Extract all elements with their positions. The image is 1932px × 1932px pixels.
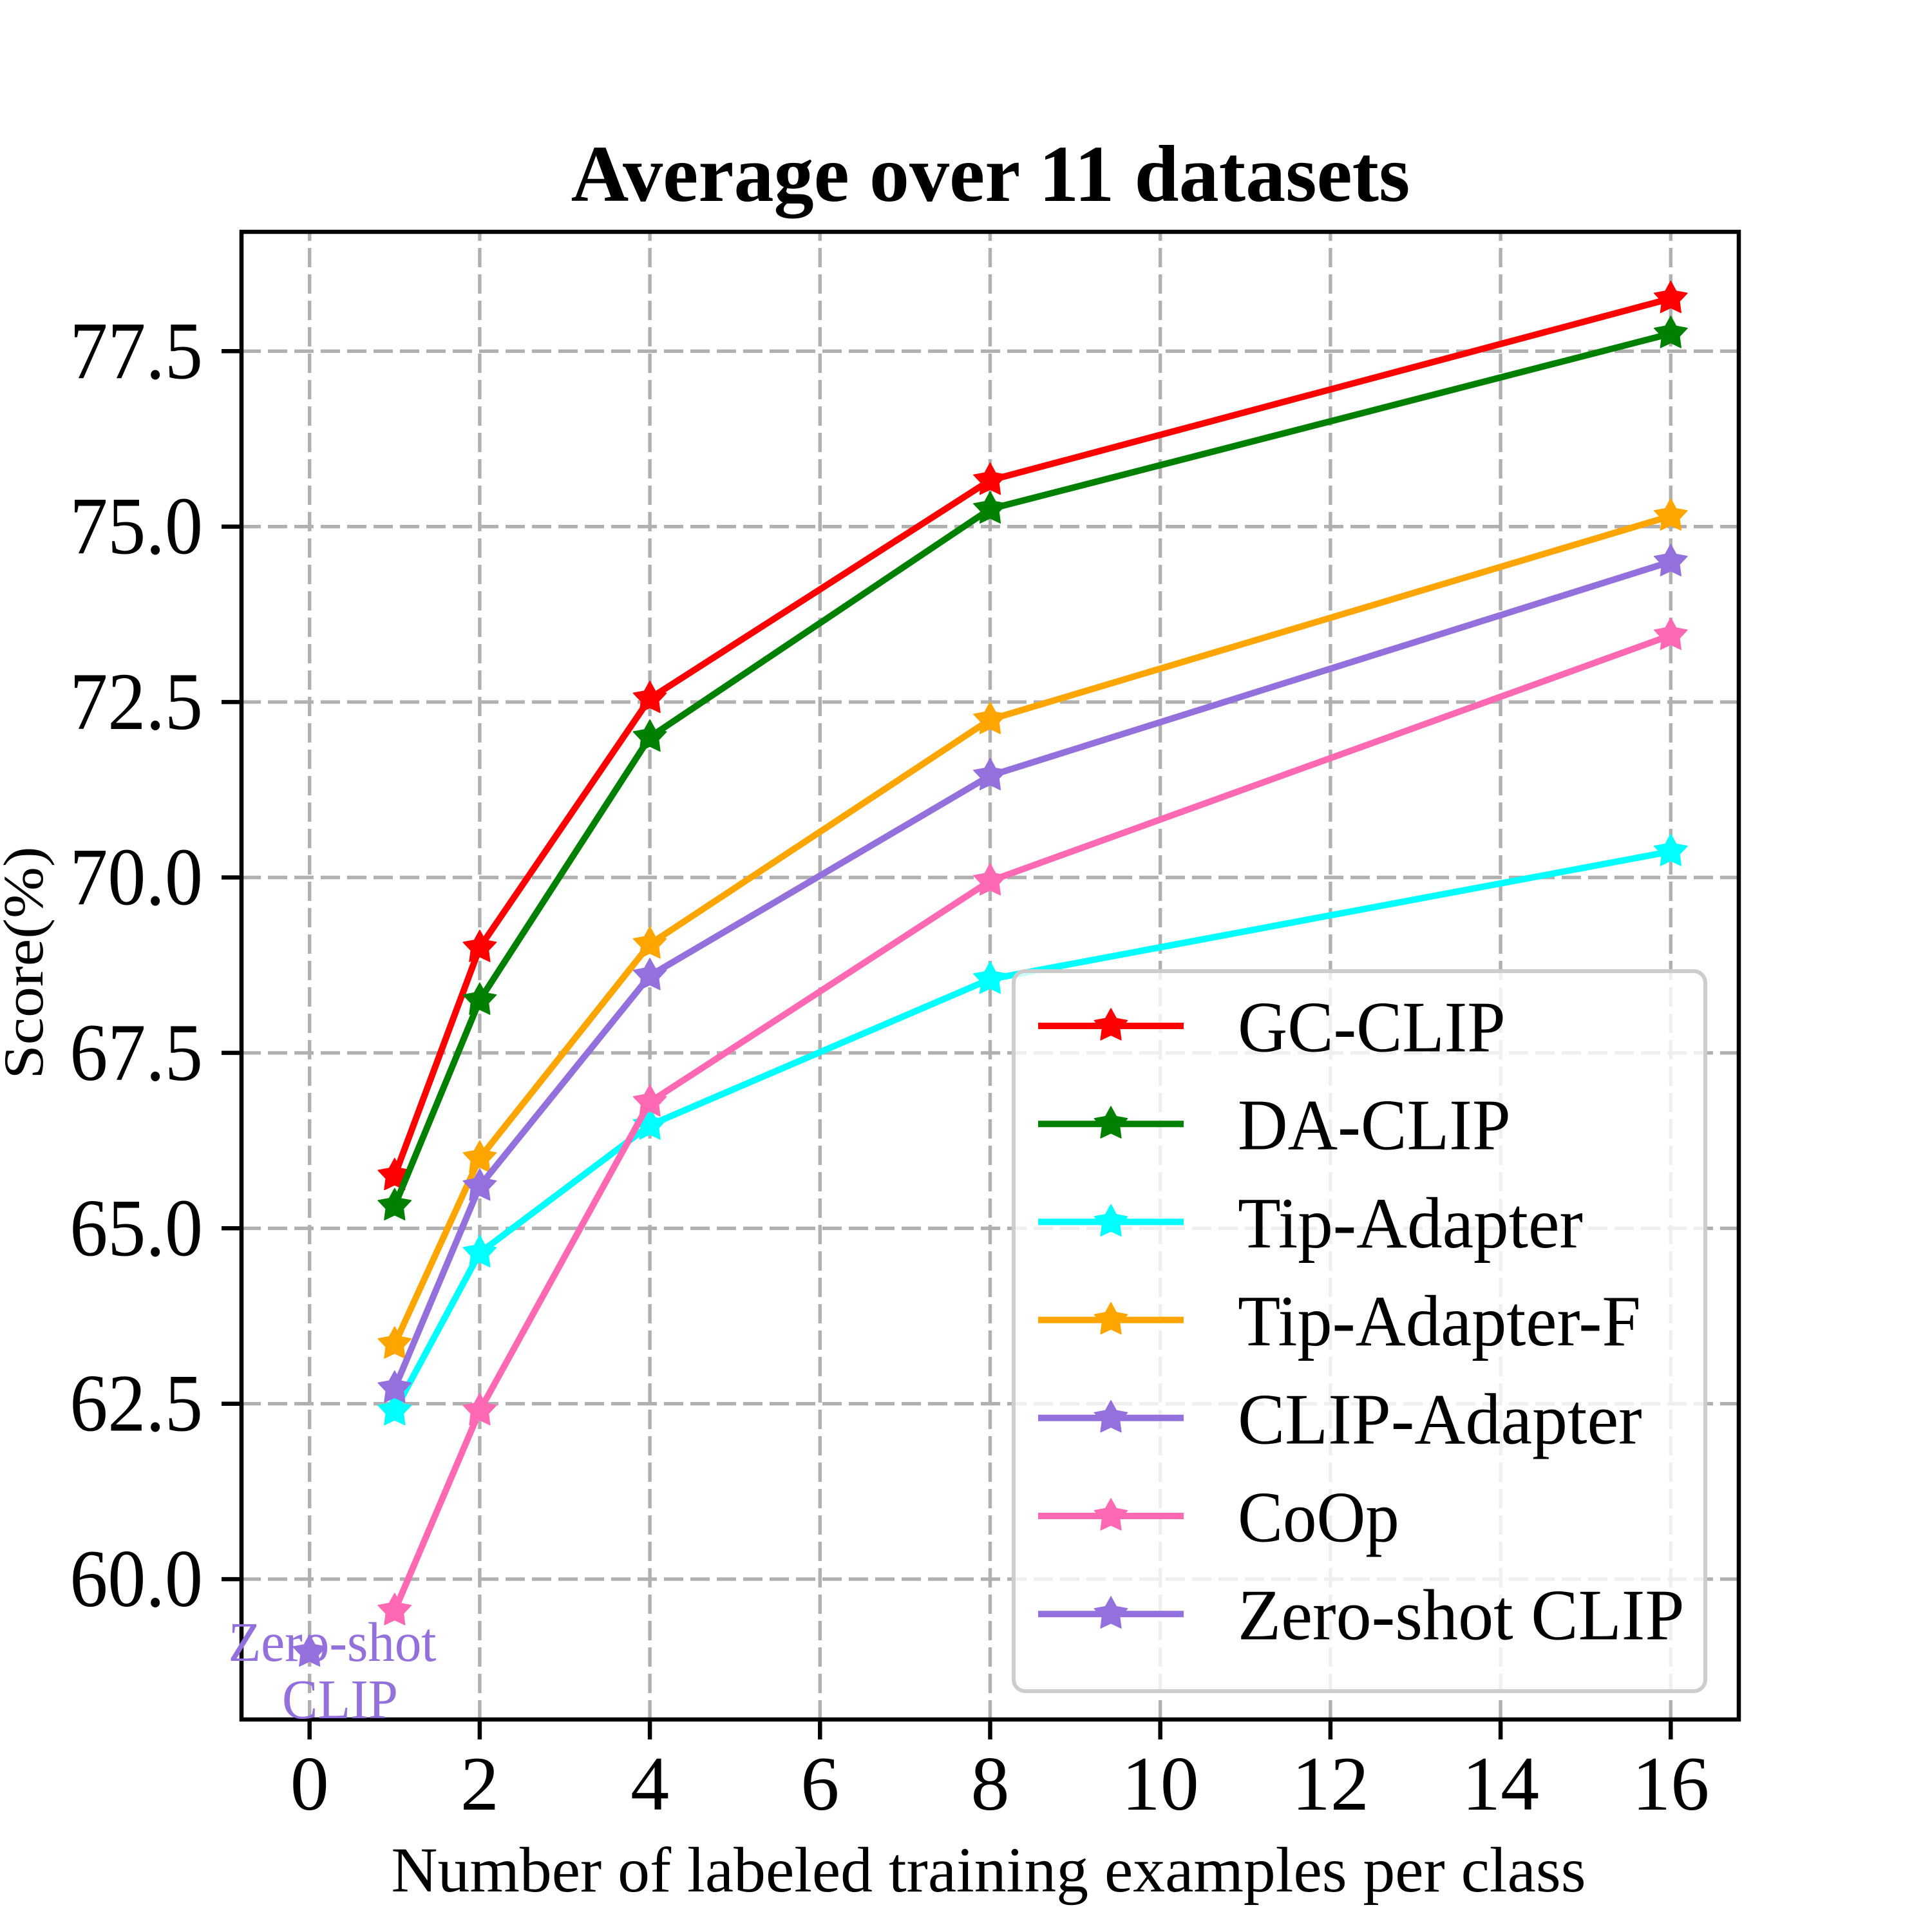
svg-text:Average over 11 datasets: Average over 11 datasets <box>571 130 1410 219</box>
svg-text:75.0: 75.0 <box>70 482 203 572</box>
svg-text:4: 4 <box>630 1741 669 1826</box>
svg-text:DA-CLIP: DA-CLIP <box>1238 1086 1511 1166</box>
svg-text:CoOp: CoOp <box>1238 1478 1399 1558</box>
svg-text:6: 6 <box>800 1741 839 1826</box>
svg-text:77.5: 77.5 <box>70 306 203 396</box>
svg-text:65.0: 65.0 <box>70 1183 203 1273</box>
svg-text:16: 16 <box>1632 1741 1709 1826</box>
svg-text:60.0: 60.0 <box>70 1534 203 1624</box>
svg-text:Tip-Adapter-F: Tip-Adapter-F <box>1238 1282 1641 1361</box>
svg-text:CLIP-Adapter: CLIP-Adapter <box>1238 1379 1642 1459</box>
svg-text:67.5: 67.5 <box>70 1008 203 1098</box>
svg-text:70.0: 70.0 <box>70 833 203 923</box>
svg-text:12: 12 <box>1292 1741 1369 1826</box>
svg-text:Score(%): Score(%) <box>0 846 55 1079</box>
svg-text:Tip-Adapter: Tip-Adapter <box>1238 1184 1583 1264</box>
svg-text:Zero-shot: Zero-shot <box>229 1611 437 1673</box>
svg-text:62.5: 62.5 <box>70 1359 203 1449</box>
svg-text:10: 10 <box>1122 1741 1199 1826</box>
svg-text:2: 2 <box>460 1741 499 1826</box>
svg-text:Number of labeled training exa: Number of labeled training examples per … <box>392 1834 1586 1906</box>
svg-text:14: 14 <box>1462 1741 1539 1826</box>
svg-text:CLIP: CLIP <box>282 1668 398 1730</box>
svg-text:GC-CLIP: GC-CLIP <box>1238 988 1506 1068</box>
svg-text:Zero-shot CLIP: Zero-shot CLIP <box>1238 1576 1685 1656</box>
svg-text:8: 8 <box>971 1741 1010 1826</box>
svg-text:72.5: 72.5 <box>70 657 203 747</box>
svg-text:0: 0 <box>290 1741 329 1826</box>
